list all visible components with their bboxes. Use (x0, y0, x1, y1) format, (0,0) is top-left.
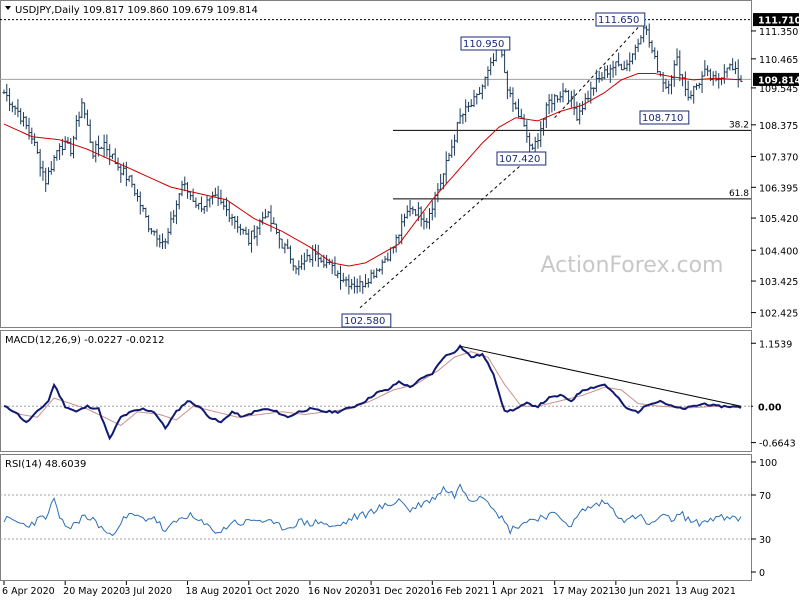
macd-panel-title: MACD(12,26,9) -0.0227 -0.0212 (5, 335, 165, 346)
moving-average-line (3, 73, 742, 267)
price-annotation-box (460, 36, 511, 51)
y-tick-label: 108.375 (759, 121, 798, 132)
y-tick-label: 104.400 (759, 246, 798, 257)
price-annotation-label: 107.420 (499, 154, 540, 165)
y-tick-label: 106.395 (759, 183, 798, 194)
y-tick-label: 103.425 (759, 277, 798, 288)
x-tick-label: 30 Jun 2021 (614, 586, 671, 597)
fib-level-label: 38.2 (729, 120, 749, 130)
y-tick-label: -0.6643 (759, 439, 796, 450)
x-tick-label: 6 Apr 2020 (2, 586, 55, 597)
x-tick-label: 17 May 2021 (553, 586, 615, 597)
watermark: ActionForex.com (541, 253, 724, 278)
x-tick-label: 13 Aug 2021 (675, 586, 736, 597)
chart-menu-arrow-icon[interactable] (5, 6, 11, 10)
price-panel-title: USDJPY,Daily 109.817 109.860 109.679 109… (15, 5, 258, 16)
y-tick-label: 110.465 (759, 55, 798, 66)
y-tick-label: 0 (759, 568, 765, 579)
price-annotation-label: 102.580 (344, 316, 385, 327)
rsi-y-axis: 100 70 30 0 (751, 458, 777, 579)
x-tick-label: 16 Nov 2020 (308, 586, 369, 597)
macd-signal-line (3, 351, 742, 427)
x-tick-label: 18 Aug 2020 (186, 586, 247, 597)
high-price-tag: 111.710 (758, 16, 800, 27)
y-tick-label: 109.545 (759, 84, 798, 95)
y-tick-label: 100 (759, 458, 777, 469)
rsi-panel-frame (0, 454, 752, 581)
macd-value-tag-bg (753, 399, 799, 413)
rsi-panel-title: RSI(14) 48.6039 (5, 459, 86, 470)
x-tick-label: 16 Feb 2021 (430, 586, 489, 597)
macd-panel-frame (0, 330, 752, 452)
x-tick-label: 3 Jul 2020 (124, 586, 172, 597)
price-annotations: 111.650 110.950 108.710 107.420 102.580 (341, 12, 690, 328)
macd-lines (0, 344, 751, 441)
x-tick-label: 1 Oct 2020 (247, 586, 300, 597)
high-price-tag-bg (753, 13, 799, 27)
fib-level-label: 61.8 (729, 189, 749, 199)
x-tick-label: 20 May 2020 (63, 586, 125, 597)
y-tick-label: 105.420 (759, 214, 798, 225)
price-y-axis: 111.350 110.465 109.545 108.375 107.370 106.3… (751, 13, 800, 320)
trend-dashed-line (359, 154, 533, 309)
price-annotation-label: 111.650 (598, 15, 639, 26)
y-tick-label: 70 (759, 491, 771, 502)
macd-value-tag: 0.00 (758, 402, 782, 413)
rsi-line (3, 483, 742, 537)
last-price-tag-bg (753, 72, 799, 86)
price-annotation-label: 108.710 (642, 113, 683, 124)
x-tick-label: 31 Dec 2020 (369, 586, 430, 597)
rsi-lines (0, 483, 751, 540)
price-annotation-label: 110.950 (463, 39, 504, 50)
y-tick-label: 1.1539 (759, 339, 792, 350)
x-axis: 6 Apr 2020 20 May 2020 3 Jul 2020 18 Aug 20… (2, 581, 736, 597)
price-annotation-box (639, 110, 690, 125)
macd-line (3, 344, 742, 441)
price-annotation-box (341, 313, 392, 328)
price-moving-average (3, 73, 742, 267)
price-annotation-box (595, 12, 646, 27)
y-tick-label: 107.370 (759, 153, 798, 164)
price-ohlc-bars (2, 20, 743, 295)
trend-dashed-line (554, 21, 645, 119)
y-tick-label: 102.425 (759, 309, 798, 320)
last-price-tag: 109.814 (758, 75, 800, 86)
macd-trendline (460, 345, 742, 407)
y-tick-label: 111.350 (759, 27, 798, 38)
price-annotation-box (496, 151, 547, 166)
y-tick-label: 30 (759, 535, 771, 546)
x-tick-label: 1 Apr 2021 (491, 586, 544, 597)
